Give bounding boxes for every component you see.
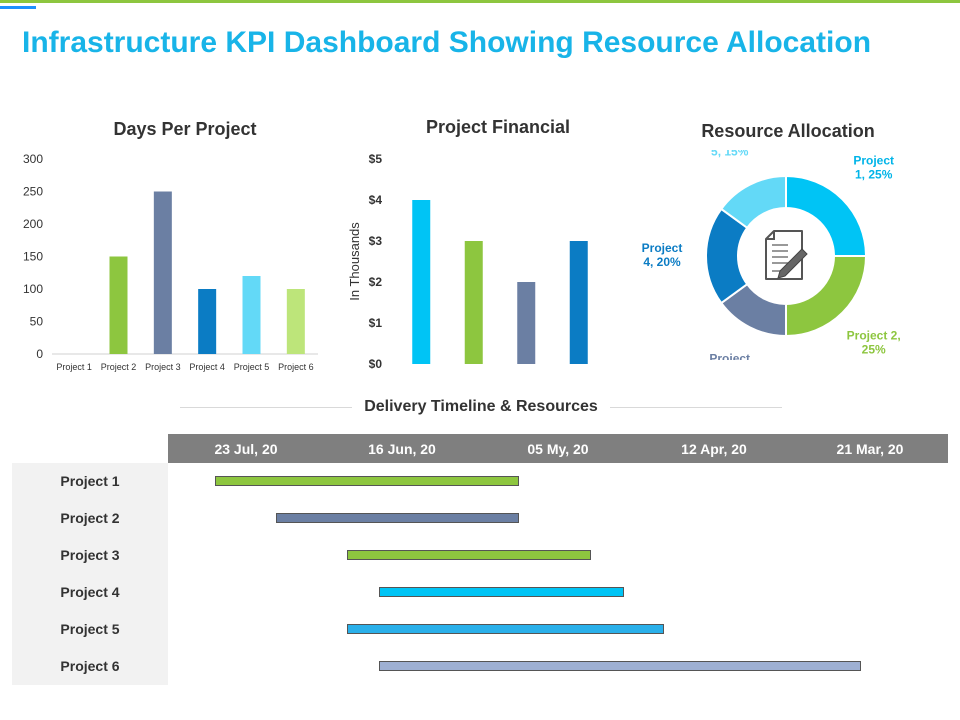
financial-bar: [412, 200, 431, 364]
days-ytick-label: 250: [23, 185, 43, 199]
timeline-project-names: Project 1 Project 2 Project 3 Project 4 Proj…: [12, 463, 168, 685]
timeline-project-label: Project 6: [60, 658, 120, 674]
allocation-slice-label: Project 4, 20%: [642, 241, 683, 269]
days-xtick-label: Project 1: [56, 362, 92, 372]
days-xtick-label: Project 2: [101, 362, 137, 372]
financial-ytick-label: $2: [369, 275, 383, 289]
allocation-slice-label: Project 2, 25%: [847, 329, 901, 357]
days-per-project-chart: 0 50 100 150 200 250 300 Project 1 Project 2 Proj…: [23, 152, 318, 372]
days-ytick-label: 50: [30, 315, 44, 329]
timeline-project-label: Project 2: [60, 510, 120, 526]
days-xtick-label: Project 5: [234, 362, 270, 372]
page-title: Infrastructure KPI Dashboard Showing Res…: [22, 26, 872, 59]
allocation-slice: [719, 174, 787, 230]
timeline-project-label: Project 1: [60, 473, 120, 489]
days-bar: [109, 256, 128, 354]
timeline-date-header: 23 Jul, 20 16 Jun, 20 05 My, 20 12 Apr, 20 2…: [168, 434, 948, 463]
timeline-date-label: 05 My, 20: [527, 441, 589, 457]
financial-ytick-label: $1: [369, 316, 383, 330]
allocation-chart-title: Resource Allocation: [701, 121, 875, 141]
allocation-slice: [785, 255, 868, 338]
financial-ytick-label: $5: [369, 152, 383, 166]
financial-y-axis-label: In Thousands: [347, 222, 362, 301]
financial-chart-title: Project Financial: [425, 117, 571, 137]
document-icon: [765, 230, 808, 280]
timeline-title: Delivery Timeline & Resources: [352, 398, 610, 415]
days-xtick-label: Project 6: [278, 362, 314, 372]
financial-ytick-label: $3: [369, 234, 383, 248]
days-ytick-label: 0: [36, 347, 43, 361]
timeline-date-label: 16 Jun, 20: [368, 441, 436, 457]
timeline-bar: [378, 587, 624, 597]
timeline-date-label: 12 Apr, 20: [681, 441, 747, 457]
top-accent-line: [0, 0, 960, 3]
financial-bar: [517, 282, 536, 364]
allocation-slice: [785, 174, 868, 257]
timeline-date-label: 21 Mar, 20: [836, 441, 904, 457]
days-ytick-label: 300: [23, 152, 43, 166]
timeline-section-header: Delivery Timeline & Resources: [180, 398, 782, 418]
project-financial-chart: $0 $1 $2 $3 $4 $5 In Thousands: [347, 152, 588, 371]
financial-ytick-label: $0: [369, 357, 383, 371]
top-accent-mark: [0, 6, 36, 9]
days-chart-title: Days Per Project: [113, 119, 257, 139]
timeline-project-label: Project 4: [60, 584, 120, 600]
timeline-bar: [347, 550, 591, 560]
timeline-bar: [378, 661, 861, 671]
timeline-project-label: Project 5: [60, 621, 120, 637]
days-ytick-label: 150: [23, 250, 43, 264]
timeline-project-label: Project 3: [60, 547, 120, 563]
financial-bar: [569, 241, 588, 364]
timeline-bar: [214, 476, 519, 486]
days-ytick-label: 200: [23, 217, 43, 231]
timeline-bar: [275, 513, 519, 523]
days-xtick-label: Project 4: [189, 362, 225, 372]
financial-ytick-label: $4: [369, 193, 383, 207]
financial-bar: [464, 241, 483, 364]
days-ytick-label: 100: [23, 282, 43, 296]
days-bar: [153, 191, 172, 354]
days-bar: [198, 289, 217, 354]
allocation-slice-label: Project 1, 25%: [853, 153, 894, 181]
days-bar: [242, 276, 261, 354]
days-bar: [286, 289, 305, 354]
timeline-bar: [347, 624, 665, 634]
days-xtick-label: Project 3: [145, 362, 181, 372]
timeline-date-label: 23 Jul, 20: [214, 441, 278, 457]
